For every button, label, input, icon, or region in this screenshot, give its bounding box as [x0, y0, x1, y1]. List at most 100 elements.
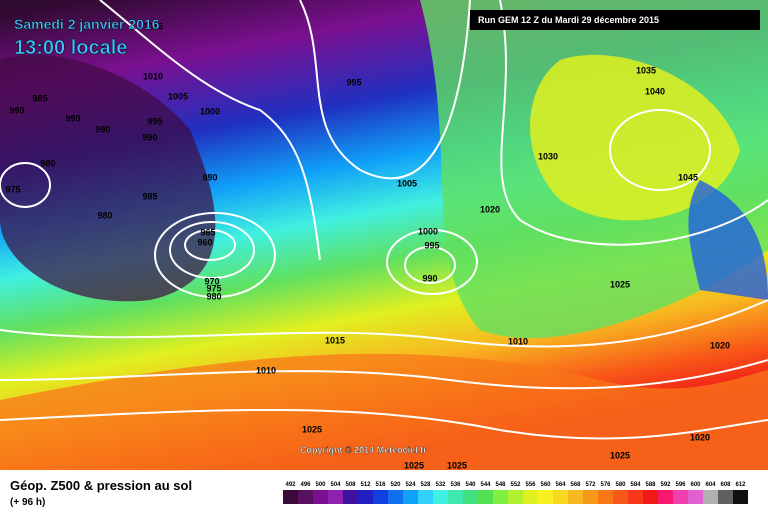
legend-swatch	[433, 490, 448, 504]
legend-swatch	[628, 490, 643, 504]
isobar-label: 1020	[710, 340, 730, 350]
legend-swatch	[463, 490, 478, 504]
legend-value: 572	[585, 482, 596, 488]
isobar-label: 1025	[610, 279, 630, 289]
legend-swatch	[493, 490, 508, 504]
isobar-label: 1000	[200, 106, 220, 116]
legend-value: 524	[405, 482, 416, 488]
legend-value: 536	[450, 482, 461, 488]
legend-value: 560	[540, 482, 551, 488]
isobar-label: 1020	[690, 432, 710, 442]
date-label: Samedi 2 janvier 2016	[14, 16, 160, 32]
legend-swatch	[448, 490, 463, 504]
color-legend: 492 496 500 504 508 512 516 520 524 528 532 536 540 5…	[283, 482, 748, 504]
legend-swatch	[298, 490, 313, 504]
legend-swatch	[538, 490, 553, 504]
legend-swatch	[313, 490, 328, 504]
legend-value: 512	[360, 482, 371, 488]
isobar-label: 1010	[508, 336, 528, 346]
legend-value: 540	[465, 482, 476, 488]
isobar-label: 1010	[256, 365, 276, 375]
legend-swatch	[553, 490, 568, 504]
isobar-label: 990	[65, 113, 80, 123]
isobar-label: 1040	[645, 86, 665, 96]
isobar-label: 1025	[302, 424, 322, 434]
legend-swatch	[283, 490, 298, 504]
legend-value: 528	[420, 482, 431, 488]
legend-swatch	[343, 490, 358, 504]
legend-value: 604	[705, 482, 716, 488]
legend-swatch	[508, 490, 523, 504]
legend-swatch	[328, 490, 343, 504]
legend-value: 600	[690, 482, 701, 488]
legend-swatch	[358, 490, 373, 504]
isobar-label: 985	[32, 93, 47, 103]
isobar-label: 1025	[610, 450, 630, 460]
legend-value: 584	[630, 482, 641, 488]
legend-swatch	[478, 490, 493, 504]
isobar-label: 1005	[397, 178, 417, 188]
legend-value: 520	[390, 482, 401, 488]
legend-value: 564	[555, 482, 566, 488]
legend-swatch	[613, 490, 628, 504]
legend-value: 544	[480, 482, 491, 488]
isobar-label: 970	[204, 276, 219, 286]
legend-swatch	[733, 490, 748, 504]
legend-swatch	[373, 490, 388, 504]
isobar-label: 980	[40, 158, 55, 168]
isobar-label: 1035	[636, 65, 656, 75]
isobar-label: 990	[9, 105, 24, 115]
isobar-label: 995	[424, 240, 439, 250]
isobar-label: 1015	[325, 335, 345, 345]
legend-value: 568	[570, 482, 581, 488]
legend-swatch	[703, 490, 718, 504]
legend-value: 532	[435, 482, 446, 488]
isobar-label: 1020	[480, 204, 500, 214]
legend-value: 500	[315, 482, 326, 488]
legend-value: 592	[660, 482, 671, 488]
footer-title: Géop. Z500 & pression au sol	[10, 478, 192, 493]
legend-swatch	[523, 490, 538, 504]
isobar-label: 1000	[418, 226, 438, 236]
isobar-label: 975	[206, 283, 221, 293]
legend-value: 608	[720, 482, 731, 488]
isobar-labels: 1015101010051000995990990990985990980975…	[5, 21, 730, 470]
isobar-label: 1025	[447, 460, 467, 470]
isobar-label: 1015	[143, 21, 163, 31]
footer-lead: (+ 96 h)	[10, 497, 45, 508]
legend-swatch	[643, 490, 658, 504]
legend-value: 588	[645, 482, 656, 488]
legend-swatch	[688, 490, 703, 504]
legend-value: 496	[300, 482, 311, 488]
legend-swatch	[418, 490, 433, 504]
isobar-label: 990	[95, 124, 110, 134]
legend-value: 556	[525, 482, 536, 488]
legend-value: 596	[675, 482, 686, 488]
legend-swatch	[658, 490, 673, 504]
isobar-label: 980	[206, 291, 221, 301]
legend-value: 508	[345, 482, 356, 488]
legend-swatch	[598, 490, 613, 504]
isobar-label: 1005	[168, 91, 188, 101]
isobar-label: 965	[200, 227, 215, 237]
legend-value: 516	[375, 482, 386, 488]
map-field	[0, 0, 768, 470]
time-label: 13:00 locale	[14, 37, 127, 59]
legend-value: 612	[735, 482, 746, 488]
legend-swatch	[403, 490, 418, 504]
copyright: Copyright © 2014 Meteociel.fr	[300, 445, 427, 455]
legend-value: 492	[285, 482, 296, 488]
isobars	[0, 0, 768, 439]
isobar-label: 990	[202, 172, 217, 182]
isobar-label: 975	[5, 184, 20, 194]
isobar-label: 995	[147, 116, 162, 126]
isobar-label: 995	[346, 77, 361, 87]
legend-value: 552	[510, 482, 521, 488]
legend-value: 504	[330, 482, 341, 488]
legend-swatch	[673, 490, 688, 504]
legend-swatch	[568, 490, 583, 504]
isobar-label: 985	[142, 191, 157, 201]
run-label: Run GEM 12 Z du Mardi 29 décembre 2015	[478, 15, 659, 25]
isobar-label: 990	[422, 273, 437, 283]
